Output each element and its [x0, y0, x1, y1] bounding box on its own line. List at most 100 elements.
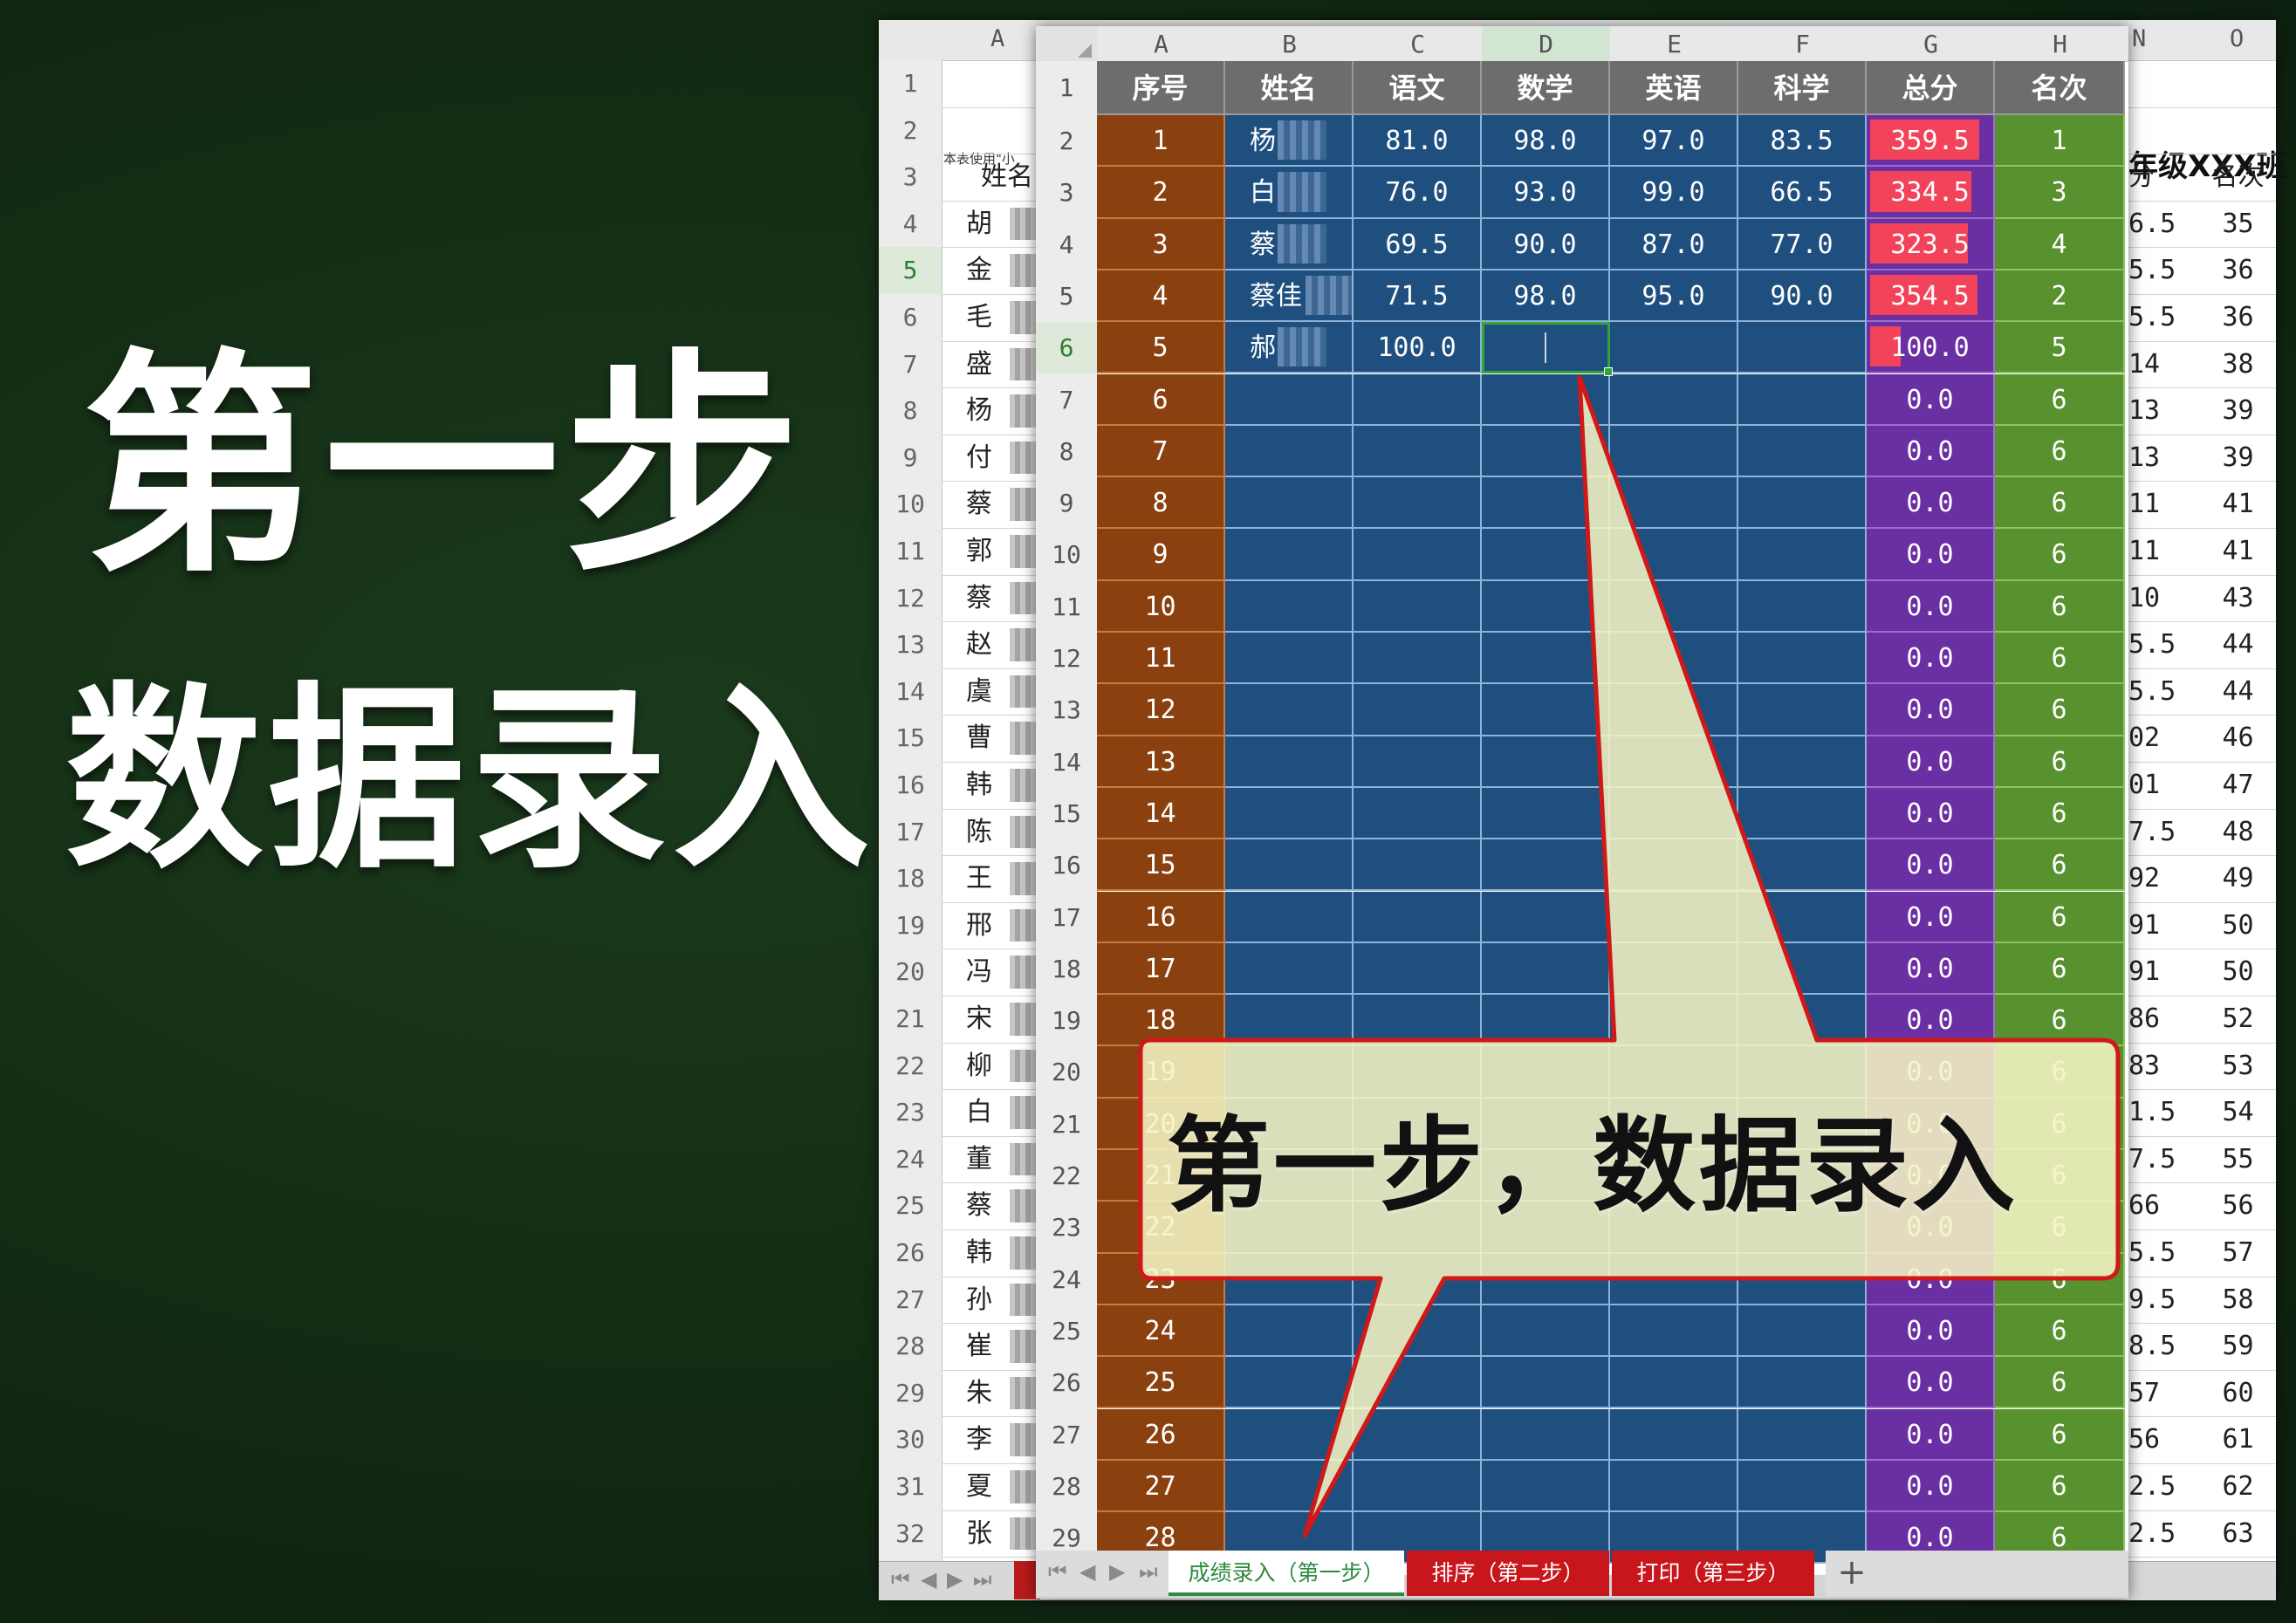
- math-cell[interactable]: [1482, 787, 1610, 840]
- back-col-o[interactable]: O: [2230, 25, 2245, 52]
- name-cell[interactable]: 杨: [1225, 115, 1354, 168]
- math-cell[interactable]: [1482, 1305, 1610, 1358]
- row-number[interactable]: 22: [1052, 1161, 1081, 1190]
- rank-cell[interactable]: 6: [1995, 995, 2125, 1047]
- back-row-number[interactable]: 25: [895, 1191, 925, 1221]
- name-cell[interactable]: 白: [1225, 167, 1354, 219]
- back-row-number[interactable]: 14: [895, 676, 925, 706]
- back-row-number[interactable]: 7: [902, 349, 918, 379]
- name-cell[interactable]: [1225, 736, 1354, 788]
- seq-cell[interactable]: 16: [1097, 891, 1225, 943]
- back-row-number[interactable]: 21: [895, 1004, 925, 1033]
- chinese-cell[interactable]: [1354, 477, 1482, 530]
- column-letter-b[interactable]: B: [1282, 30, 1297, 58]
- back-row-number[interactable]: 16: [895, 770, 925, 799]
- name-cell[interactable]: [1225, 1305, 1354, 1358]
- total-cell[interactable]: 0.0: [1867, 425, 1995, 478]
- chinese-cell[interactable]: [1354, 839, 1482, 892]
- row-number[interactable]: 8: [1059, 436, 1074, 466]
- science-cell[interactable]: [1738, 1460, 1867, 1513]
- row-number[interactable]: 20: [1052, 1058, 1081, 1087]
- name-cell[interactable]: [1225, 477, 1354, 530]
- math-cell[interactable]: [1482, 1357, 1610, 1409]
- math-cell[interactable]: [1482, 580, 1610, 633]
- science-cell[interactable]: [1738, 580, 1867, 633]
- rank-cell[interactable]: 6: [1995, 891, 2125, 943]
- header-cell[interactable]: 总分: [1867, 61, 1995, 115]
- total-cell[interactable]: 0.0: [1867, 891, 1995, 943]
- english-cell[interactable]: [1610, 839, 1738, 892]
- seq-cell[interactable]: 8: [1097, 477, 1225, 530]
- tab-score-entry[interactable]: 成绩录入（第一步）: [1169, 1551, 1404, 1596]
- row-number[interactable]: 21: [1052, 1109, 1081, 1139]
- seq-cell[interactable]: 12: [1097, 684, 1225, 736]
- back-row-number[interactable]: 12: [895, 583, 925, 613]
- row-number[interactable]: 25: [1052, 1316, 1081, 1346]
- rank-cell[interactable]: 6: [1995, 477, 2125, 530]
- back-next-icon[interactable]: ▶: [947, 1567, 963, 1592]
- row-number[interactable]: 6: [1036, 322, 1097, 374]
- seq-cell[interactable]: 18: [1097, 995, 1225, 1047]
- back-row-number[interactable]: 32: [895, 1518, 925, 1548]
- english-cell[interactable]: 97.0: [1610, 115, 1738, 168]
- seq-cell[interactable]: 11: [1097, 633, 1225, 685]
- math-cell[interactable]: [1482, 373, 1610, 426]
- total-cell[interactable]: 0.0: [1867, 1357, 1995, 1409]
- chinese-cell[interactable]: [1354, 787, 1482, 840]
- rank-cell[interactable]: 6: [1995, 633, 2125, 685]
- rank-cell[interactable]: 6: [1995, 1357, 2125, 1409]
- row-number[interactable]: 4: [1059, 229, 1074, 259]
- seq-cell[interactable]: 17: [1097, 942, 1225, 996]
- seq-cell[interactable]: 15: [1097, 839, 1225, 892]
- math-cell[interactable]: [1482, 633, 1610, 685]
- first-sheet-icon[interactable]: ⏮: [1048, 1559, 1067, 1584]
- total-cell[interactable]: 0.0: [1867, 942, 1995, 996]
- rank-cell[interactable]: 3: [1995, 167, 2125, 219]
- seq-cell[interactable]: 10: [1097, 580, 1225, 633]
- name-cell[interactable]: [1225, 425, 1354, 478]
- chinese-cell[interactable]: 81.0: [1354, 115, 1482, 168]
- back-row-number[interactable]: 29: [895, 1378, 925, 1407]
- name-cell[interactable]: [1225, 1357, 1354, 1409]
- name-cell[interactable]: [1225, 995, 1354, 1047]
- add-sheet-icon[interactable]: +: [1826, 1551, 1878, 1596]
- back-last-icon[interactable]: ⏭: [973, 1567, 992, 1592]
- science-cell[interactable]: [1738, 477, 1867, 530]
- name-cell[interactable]: [1225, 1253, 1354, 1305]
- english-cell[interactable]: [1610, 684, 1738, 736]
- science-cell[interactable]: [1738, 995, 1867, 1047]
- row-number[interactable]: 17: [1052, 902, 1081, 932]
- science-cell[interactable]: [1738, 684, 1867, 736]
- chinese-cell[interactable]: [1354, 529, 1482, 581]
- science-cell[interactable]: [1738, 1253, 1867, 1305]
- math-cell[interactable]: [1482, 736, 1610, 788]
- total-cell[interactable]: 0.0: [1867, 1460, 1995, 1513]
- science-cell[interactable]: [1738, 839, 1867, 892]
- back-row-number[interactable]: 31: [895, 1472, 925, 1501]
- header-cell[interactable]: 名次: [1995, 61, 2125, 115]
- row-number[interactable]: 16: [1052, 851, 1081, 880]
- name-cell[interactable]: [1225, 787, 1354, 840]
- english-cell[interactable]: 99.0: [1610, 167, 1738, 219]
- back-row-number[interactable]: 24: [895, 1144, 925, 1174]
- science-cell[interactable]: [1738, 736, 1867, 788]
- rank-cell[interactable]: 6: [1995, 787, 2125, 840]
- row-number[interactable]: 12: [1052, 644, 1081, 673]
- header-cell[interactable]: 英语: [1610, 61, 1738, 115]
- rank-cell[interactable]: 4: [1995, 218, 2125, 270]
- back-row-number[interactable]: 11: [895, 537, 925, 565]
- row-number[interactable]: 2: [1059, 127, 1074, 155]
- back-row-number[interactable]: 26: [895, 1238, 925, 1267]
- back-row-number[interactable]: 23: [895, 1098, 925, 1127]
- total-cell[interactable]: 323.5: [1867, 218, 1995, 270]
- prev-sheet-icon[interactable]: ◀: [1079, 1559, 1096, 1584]
- row-number[interactable]: 11: [1052, 592, 1081, 621]
- science-cell[interactable]: [1738, 425, 1867, 478]
- english-cell[interactable]: [1610, 787, 1738, 840]
- back-row-number[interactable]: 13: [895, 630, 925, 660]
- back-row-number[interactable]: 6: [902, 303, 918, 332]
- chinese-cell[interactable]: [1354, 1305, 1482, 1358]
- tab-print[interactable]: 打印（第三步）: [1612, 1551, 1814, 1596]
- row-number[interactable]: 5: [1059, 281, 1074, 311]
- rank-cell[interactable]: 6: [1995, 839, 2125, 892]
